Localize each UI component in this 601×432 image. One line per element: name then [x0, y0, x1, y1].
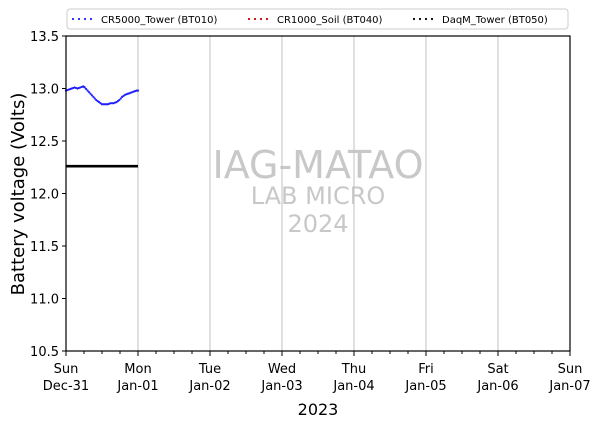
data-point: [90, 94, 94, 97]
x-tick-label-date: Dec-31: [43, 379, 89, 394]
data-point: [87, 91, 91, 94]
x-tick-label-day: Wed: [268, 362, 296, 377]
legend-label: CR1000_Soil (BT040): [277, 15, 383, 26]
legend-marker: [430, 17, 434, 21]
legend-marker: [89, 17, 93, 21]
data-point: [86, 89, 89, 92]
data-point: [85, 87, 88, 91]
legend-marker: [247, 17, 251, 21]
x-tick-label-day: Sun: [54, 362, 79, 377]
x-tick-label-date: Jan-04: [332, 379, 374, 394]
watermark-line-2: LAB MICRO: [251, 182, 386, 210]
legend-item: CR5000_Tower (BT010): [71, 15, 217, 26]
watermark: IAG-MATAO LAB MICRO 2024: [212, 143, 423, 238]
legend-marker: [412, 17, 416, 21]
x-tick-label-day: Fri: [418, 362, 434, 377]
y-tick-label: 13.5: [30, 30, 59, 45]
y-tick-label: 12.5: [30, 135, 59, 150]
legend-marker: [259, 17, 263, 21]
legend-marker: [424, 17, 428, 21]
grid: [137, 36, 499, 351]
legend-marker: [71, 17, 75, 21]
x-tick-label-date: Jan-01: [116, 379, 158, 394]
watermark-line-1: IAG-MATAO: [212, 143, 423, 187]
legend: CR5000_Tower (BT010) CR1000_Soil (BT040) D…: [66, 8, 569, 30]
y-axis-label: Battery voltage (Volts): [8, 93, 29, 296]
x-tick-label-date: Jan-06: [476, 379, 518, 394]
data-point: [93, 97, 96, 100]
x-tick-label-day: Sun: [558, 362, 583, 377]
legend-marker: [83, 17, 87, 21]
y-tick-label: 10.5: [30, 345, 59, 360]
series-layer: [64, 85, 140, 168]
y-tick-label: 13.0: [30, 83, 59, 98]
x-tick-label-date: Jan-05: [404, 379, 446, 394]
x-tick-label-date: Jan-03: [260, 379, 302, 394]
y-tick-label: 11.0: [30, 293, 59, 308]
data-point: [83, 86, 86, 89]
legend-label: DaqM_Tower (BT050): [442, 15, 548, 26]
y-axis: 10.5 11.0 11.5 12.0 12.5 13.0 13.5: [30, 30, 66, 360]
x-tick-label-day: Thu: [341, 362, 366, 377]
y-tick-label: 11.5: [30, 240, 59, 255]
series-cr5000-tower: [64, 85, 140, 106]
data-point: [119, 97, 122, 100]
x-axis: Sun Dec-31 Mon Jan-01 Tue Jan-02 Wed Jan-03 Thu J…: [43, 351, 591, 394]
legend-item: CR1000_Soil (BT040): [247, 15, 383, 26]
legend-marker: [77, 17, 81, 21]
legend-item: DaqM_Tower (BT050): [412, 15, 548, 26]
x-tick-label-date: Jan-02: [188, 379, 230, 394]
legend-marker: [265, 17, 269, 21]
data-point: [89, 92, 92, 95]
legend-frame: [66, 8, 569, 30]
x-tick-label-date: Jan-07: [548, 379, 590, 394]
x-axis-label: 2023: [298, 400, 339, 419]
x-tick-label-day: Sat: [487, 362, 508, 377]
x-tick-label-day: Mon: [124, 362, 151, 377]
legend-label: CR5000_Tower (BT010): [101, 15, 217, 26]
y-tick-label: 12.0: [30, 188, 59, 203]
legend-marker: [253, 17, 257, 21]
data-point: [92, 95, 95, 98]
data-point: [136, 89, 140, 92]
legend-marker: [418, 17, 422, 21]
x-tick-label-day: Tue: [198, 362, 221, 377]
data-point: [118, 98, 121, 102]
watermark-line-3: 2024: [287, 210, 348, 238]
